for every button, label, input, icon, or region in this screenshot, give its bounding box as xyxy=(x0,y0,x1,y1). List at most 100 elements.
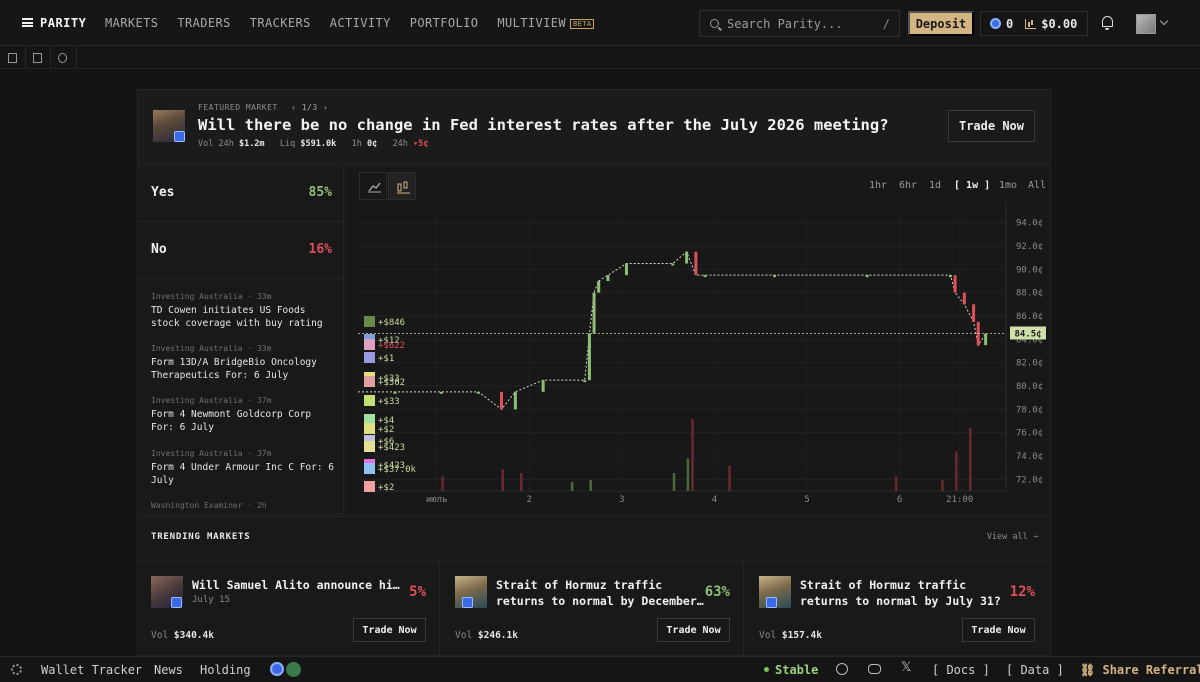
candle xyxy=(694,251,698,276)
market-card-title: Will Samuel Alito announce his… xyxy=(192,578,400,592)
market-card[interactable]: Strait of Hormuz traffic returns to norm… xyxy=(746,561,1048,657)
timeframe-1w[interactable]: [ 1w ] xyxy=(954,180,991,191)
volume-bar xyxy=(728,465,731,491)
outcome-name: No xyxy=(151,242,167,257)
discord-icon[interactable] xyxy=(868,664,881,674)
news-item[interactable]: Washington Examiner · 2h xyxy=(151,501,336,510)
holding-link[interactable]: Holding xyxy=(200,663,251,677)
status-dot-icon xyxy=(764,667,769,672)
pager: ‹ 1/3 › xyxy=(291,103,328,112)
liq-label: Liq xyxy=(279,139,296,149)
volume-value: $246.1k xyxy=(477,630,518,641)
docs-link[interactable]: [ Docs ] xyxy=(932,663,990,677)
vol-label: Vol 24h xyxy=(198,139,234,149)
x-twitter-icon[interactable]: 𝕏 xyxy=(901,660,912,675)
outcome-yes[interactable]: Yes 85% xyxy=(138,166,343,222)
volume-bar xyxy=(955,451,958,491)
y-tick-label: 82.0¢ xyxy=(1016,359,1043,369)
candle-chart-toggle[interactable] xyxy=(388,172,416,200)
trader-avatar xyxy=(364,463,375,474)
news-item[interactable]: Investing Australia · 33m Form 13D/A Bri… xyxy=(151,344,336,382)
nav-link-traders[interactable]: TRADERS xyxy=(177,15,231,30)
trade-now-button[interactable]: Trade Now xyxy=(962,618,1035,642)
market-card[interactable]: Will Samuel Alito announce his… July 15 … xyxy=(138,561,440,657)
share-referral-link[interactable]: ⛓ Share Referral xyxy=(1080,663,1200,677)
nav-link-markets[interactable]: MARKETS xyxy=(105,15,159,30)
search-input[interactable] xyxy=(727,16,877,31)
trader-avatar xyxy=(364,316,375,327)
exchange-logo-icon[interactable] xyxy=(286,662,301,677)
featured-market: FEATURED MARKET ‹ 1/3 › Will there be no… xyxy=(137,89,1051,164)
timeframe-1hr[interactable]: 1hr xyxy=(869,180,888,191)
bookmark-icon[interactable] xyxy=(8,53,17,63)
news-headline: Form 4 Under Armour Inc C For: 6 July xyxy=(151,462,335,486)
timeframe-1d[interactable]: 1d xyxy=(929,180,942,191)
avatar[interactable] xyxy=(1136,14,1156,34)
search-shortcut: / xyxy=(882,16,890,31)
pager-next-icon[interactable]: › xyxy=(323,103,329,112)
candle xyxy=(476,391,480,394)
view-all-link[interactable]: View all → xyxy=(986,532,1038,542)
market-title[interactable]: Will there be no change in Fed interest … xyxy=(198,116,889,134)
platform-logo-icon[interactable] xyxy=(270,662,284,676)
timeframe-all[interactable]: All xyxy=(1028,180,1047,191)
trader-avatar xyxy=(364,423,375,434)
palette-icon[interactable] xyxy=(836,663,848,675)
line-chart-icon xyxy=(368,182,381,193)
candle xyxy=(587,333,591,381)
trade-now-button[interactable]: Trade Now xyxy=(353,618,426,642)
trade-now-button[interactable]: Trade Now xyxy=(657,618,730,642)
trade-now-button[interactable]: Trade Now xyxy=(948,110,1035,142)
market-card-volume: Vol $246.1k xyxy=(455,630,518,641)
bell-icon[interactable] xyxy=(1102,16,1113,30)
share-referral-label: Share Referral xyxy=(1102,663,1200,677)
x-tick-label: 2 xyxy=(527,495,532,505)
brand[interactable]: PARITY xyxy=(22,16,105,30)
volume-bar xyxy=(570,482,574,491)
history-icon[interactable] xyxy=(58,53,67,63)
trade-annotation: +$12 xyxy=(378,336,400,346)
deposit-button[interactable]: Deposit xyxy=(908,11,974,36)
nav-link-multiview[interactable]: MULTIVIEW BETA xyxy=(497,16,595,30)
y-tick-label: 80.0¢ xyxy=(1016,382,1043,392)
price-chart[interactable]: 94.0¢ 92.0¢ 90.0¢ 88.0¢ 86.0¢ 84.0¢ 82.0¢ 80.0¢… xyxy=(346,166,1052,516)
candlestick-icon xyxy=(397,181,410,194)
wallet-tracker-link[interactable]: Wallet Tracker xyxy=(41,663,143,677)
news-item[interactable]: Investing Australia · 37m Form 4 Newmont… xyxy=(151,396,336,434)
y-tick-label: 92.0¢ xyxy=(1016,242,1043,252)
pager-prev-icon[interactable]: ‹ xyxy=(291,103,297,112)
trade-annotation: +$622 xyxy=(378,341,405,351)
y-tick-label: 86.0¢ xyxy=(1016,312,1043,322)
y-tick-label: 78.0¢ xyxy=(1016,405,1043,415)
news-source: Investing Australia · 33m xyxy=(151,344,272,353)
y-tick-label: 90.0¢ xyxy=(1016,265,1043,275)
top-nav: PARITY MARKETS TRADERS TRACKERS ACTIVITY… xyxy=(0,0,1200,46)
y-tick-label: 84.0¢ xyxy=(1016,335,1043,345)
trader-avatar xyxy=(364,441,375,452)
chevron-down-icon[interactable] xyxy=(1159,16,1169,26)
document-icon[interactable] xyxy=(33,53,42,63)
nav-link-portfolio[interactable]: PORTFOLIO xyxy=(409,15,479,30)
trade-annotation: +$846 xyxy=(378,318,405,328)
news-item[interactable]: Investing Australia · 33m TD Cowen initi… xyxy=(151,292,336,330)
market-card[interactable]: Strait of Hormuz traffic returns to norm… xyxy=(442,561,744,657)
search-box[interactable]: / xyxy=(699,10,900,37)
y-tick-label: 88.0¢ xyxy=(1016,289,1043,299)
timeframe-1mo[interactable]: 1mo xyxy=(999,180,1018,191)
data-link[interactable]: [ Data ] xyxy=(1006,663,1064,677)
balance-widget[interactable]: 0 $0.00 xyxy=(980,11,1088,36)
points-value: 0 xyxy=(1006,16,1014,31)
news-link[interactable]: News xyxy=(154,663,183,677)
timeframe-6hr[interactable]: 6hr xyxy=(899,180,918,191)
nav-link-activity[interactable]: ACTIVITY xyxy=(329,15,391,30)
price-chart-panel: 1hr 6hr 1d [ 1w ] 1mo All 94.0¢ 92.0¢ 90.0… xyxy=(345,165,1051,515)
menu-icon[interactable] xyxy=(22,18,33,27)
trader-avatar xyxy=(364,395,375,406)
x-tick-label: 5 xyxy=(804,495,809,505)
nav-link-trackers[interactable]: TRACKERS xyxy=(249,15,311,30)
outcome-no[interactable]: No 16% xyxy=(138,223,343,279)
line-chart-toggle[interactable] xyxy=(359,172,387,200)
news-item[interactable]: Investing Australia · 37m Form 4 Under A… xyxy=(151,449,336,487)
market-card-volume: Vol $340.4k xyxy=(151,630,214,641)
gear-icon[interactable] xyxy=(11,664,22,675)
